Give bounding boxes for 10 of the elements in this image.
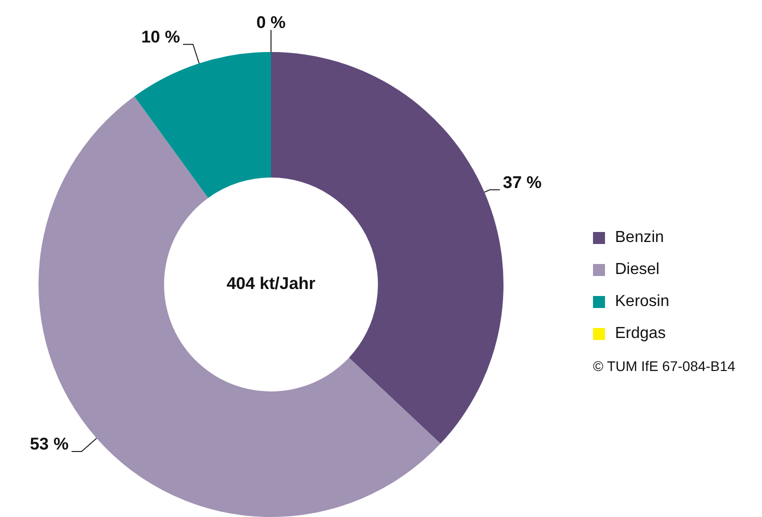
text: 0 % — [256, 13, 286, 32]
data-label: 37 % — [502, 172, 542, 192]
legend-label: Diesel — [615, 261, 660, 279]
text: 404 kt/Jahr — [226, 274, 316, 294]
data-label: 53 % — [30, 434, 69, 454]
legend-label: Benzin — [615, 229, 664, 247]
text: © TUM IfE 67-084-B14 — [593, 358, 736, 374]
legend-label: Kerosin — [615, 293, 670, 311]
data-label: 10 % — [141, 28, 180, 47]
legend-label: Erdgas — [615, 325, 666, 343]
